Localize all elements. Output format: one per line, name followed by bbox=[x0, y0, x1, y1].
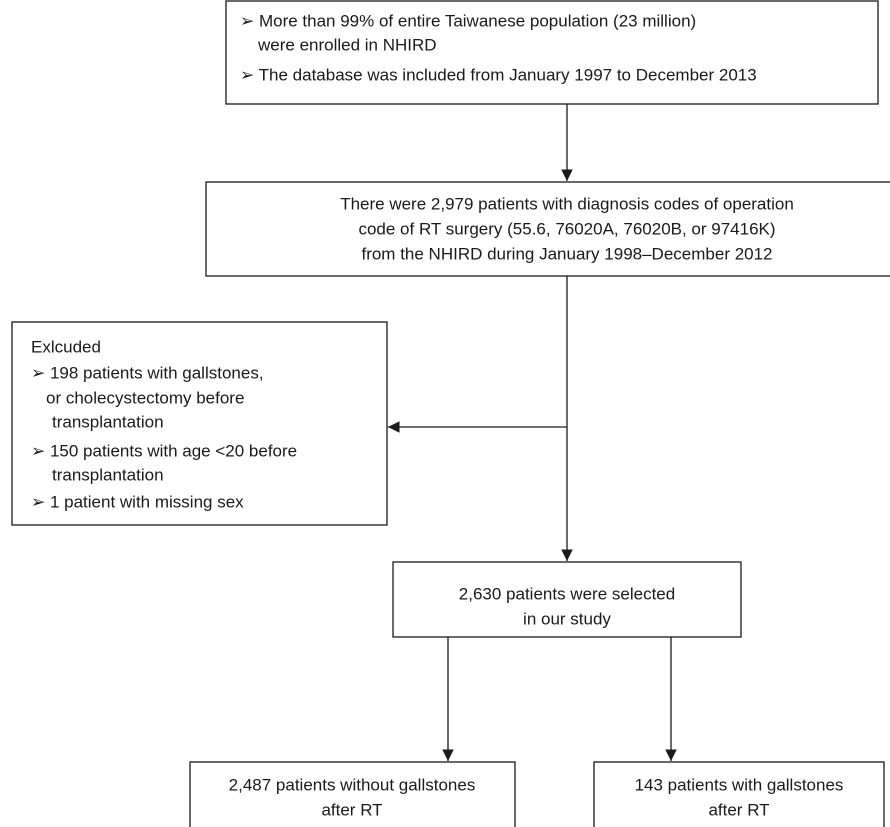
node-text: ➢ 198 patients with gallstones, bbox=[31, 363, 264, 382]
node-text: Exlcuded bbox=[31, 337, 101, 356]
node-text: 143 patients with gallstones bbox=[635, 775, 844, 794]
box bbox=[205, 181, 890, 277]
node-text: in our study bbox=[523, 609, 611, 628]
box bbox=[593, 761, 885, 827]
node-text: There were 2,979 patients with diagnosis… bbox=[340, 194, 794, 213]
box bbox=[189, 761, 516, 827]
node-text: ➢ The database was included from January… bbox=[240, 65, 757, 84]
box bbox=[392, 561, 742, 638]
node-text: 2,487 patients without gallstones bbox=[229, 775, 476, 794]
node-text: ➢ 1 patient with missing sex bbox=[31, 492, 244, 511]
box bbox=[225, 0, 879, 105]
node-text: ➢ 150 patients with age <20 before bbox=[31, 441, 297, 460]
node-text: code of RT surgery (55.6, 76020A, 76020B… bbox=[358, 219, 775, 238]
node-text: or cholecystectomy before bbox=[46, 388, 244, 407]
node-text: after RT bbox=[708, 800, 769, 819]
node-text: ➢ More than 99% of entire Taiwanese popu… bbox=[240, 11, 696, 30]
node-text: transplantation bbox=[52, 412, 164, 431]
node-text: transplantation bbox=[52, 465, 164, 484]
node-text: were enrolled in NHIRD bbox=[257, 35, 437, 54]
node-text: 2,630 patients were selected bbox=[459, 584, 675, 603]
box bbox=[11, 321, 388, 526]
node-text: from the NHIRD during January 1998–Decem… bbox=[361, 244, 772, 263]
node-text: after RT bbox=[321, 800, 382, 819]
